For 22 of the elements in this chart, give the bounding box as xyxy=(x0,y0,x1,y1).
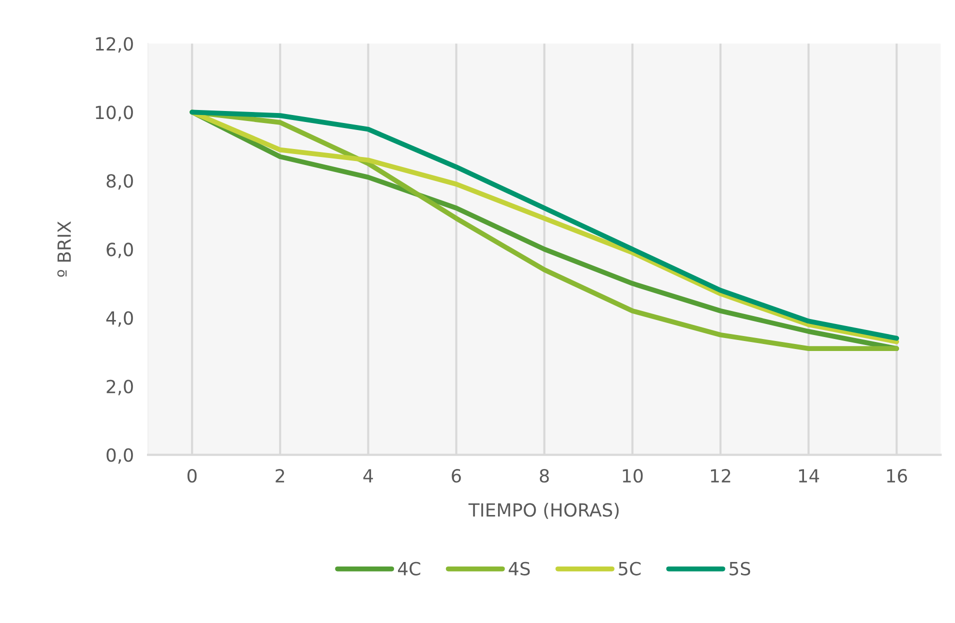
x-tick-label: 8 xyxy=(540,469,549,483)
legend-label: 5C xyxy=(618,562,641,576)
x-tick-label: 4 xyxy=(363,469,373,482)
y-tick-label: 6,0 xyxy=(106,242,133,258)
y-tick-label: 0,0 xyxy=(106,448,133,464)
x-tick-label: 2 xyxy=(276,469,284,482)
legend-label: 5S xyxy=(730,562,750,576)
x-tick-label: 16 xyxy=(887,469,907,483)
y-tick-label: 10,0 xyxy=(96,106,133,122)
y-tick-label: 2,0 xyxy=(106,380,133,396)
legend-label: 4S xyxy=(508,562,530,576)
y-tick-label: 8,0 xyxy=(106,174,133,190)
x-tick-label: 10 xyxy=(622,469,643,483)
x-tick-label: 14 xyxy=(799,469,820,482)
y-axis-title: º BRIX xyxy=(57,221,71,277)
x-tick-label: 6 xyxy=(452,469,461,483)
x-tick-label: 12 xyxy=(710,469,730,482)
y-tick-label: 4,0 xyxy=(106,311,133,327)
y-tick-label: 12,0 xyxy=(96,37,133,53)
x-axis-title: TIEMPO (HORAS) xyxy=(468,502,619,519)
x-tick-label: 0 xyxy=(188,469,197,483)
legend-label: 4C xyxy=(398,562,420,576)
